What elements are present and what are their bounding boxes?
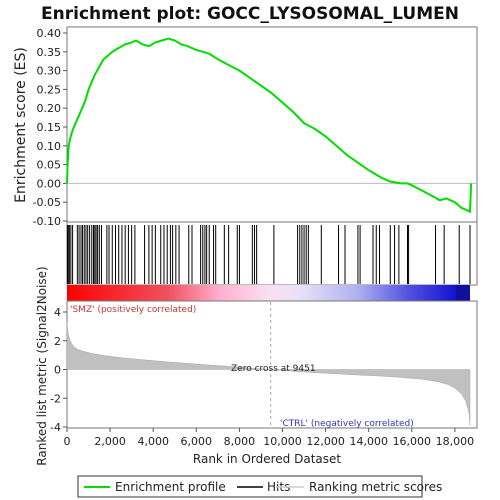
x-tick-label: 12,000: [306, 435, 345, 448]
es-y-tick-label: 0.10: [37, 140, 62, 153]
es-y-tick-label: -0.10: [33, 215, 61, 228]
metric-y-tick-label: -2: [50, 392, 61, 405]
es-panel-frame: [66, 26, 478, 223]
es-y-tick-label: 0.15: [37, 121, 62, 134]
metric-layer: [66, 302, 471, 427]
legend-ranking-label: Ranking metric scores: [309, 480, 442, 494]
x-tick-label: 0: [64, 435, 71, 448]
metric-y-tick-label: 4: [54, 306, 61, 319]
legend-enrichment-label: Enrichment profile: [115, 480, 226, 494]
enrichment-profile-line: [66, 37, 473, 214]
metric-y-tick-label: 2: [54, 335, 61, 348]
neg-correlated-label: 'CTRL' (negatively correlated): [280, 419, 414, 429]
x-tick-label: 2,000: [94, 435, 126, 448]
es-y-axis-title: Enrichment score (ES): [13, 47, 29, 203]
x-tick-label: 16,000: [393, 435, 432, 448]
zero-cross-label: Zero cross at 9451: [231, 364, 316, 374]
x-tick-label: 4,000: [137, 435, 169, 448]
es-curve-layer: [66, 37, 477, 214]
x-tick-label: 6,000: [181, 435, 213, 448]
es-y-tick-label: 0.05: [37, 159, 62, 172]
chart-title: Enrichment plot: GOCC_LYSOSOMAL_LUMEN: [41, 4, 459, 24]
x-tick-label: 14,000: [349, 435, 388, 448]
es-y-tick-label: 0.35: [37, 46, 62, 59]
rank-color-bar-end: [456, 285, 470, 301]
x-tick-label: 10,000: [263, 435, 302, 448]
metric-y-tick-label: -4: [50, 421, 61, 434]
es-y-axis: 0.40 0.35 0.30 0.25 0.20 0.15 0.10 0.05 0.00 -0.0…: [33, 27, 67, 228]
es-y-tick-label: 0.30: [37, 65, 62, 78]
hits-layer: [66, 225, 471, 284]
x-axis-title: Rank in Ordered Dataset: [193, 452, 341, 466]
x-tick-label: 8,000: [224, 435, 256, 448]
es-y-tick-label: 0.20: [37, 102, 62, 115]
metric-y-axis: 4 2 0 -2 -4: [50, 306, 67, 434]
metric-y-axis-title: Ranked list metric (Signal2Noise): [35, 266, 49, 465]
es-y-tick-label: 0.40: [37, 27, 62, 40]
es-y-tick-label: -0.05: [33, 196, 61, 209]
metric-y-tick-label: 0: [54, 364, 61, 377]
es-y-tick-label: 0.00: [37, 177, 62, 190]
x-tick-label: 18,000: [436, 435, 475, 448]
pos-correlated-label: 'SMZ' (positively correlated): [70, 305, 196, 315]
x-axis: 0 2,000 4,000 6,000 8,000 10,000 12,000 14,000 1…: [64, 428, 475, 448]
es-y-tick-label: 0.25: [37, 83, 62, 96]
rank-color-bar: [67, 285, 470, 301]
